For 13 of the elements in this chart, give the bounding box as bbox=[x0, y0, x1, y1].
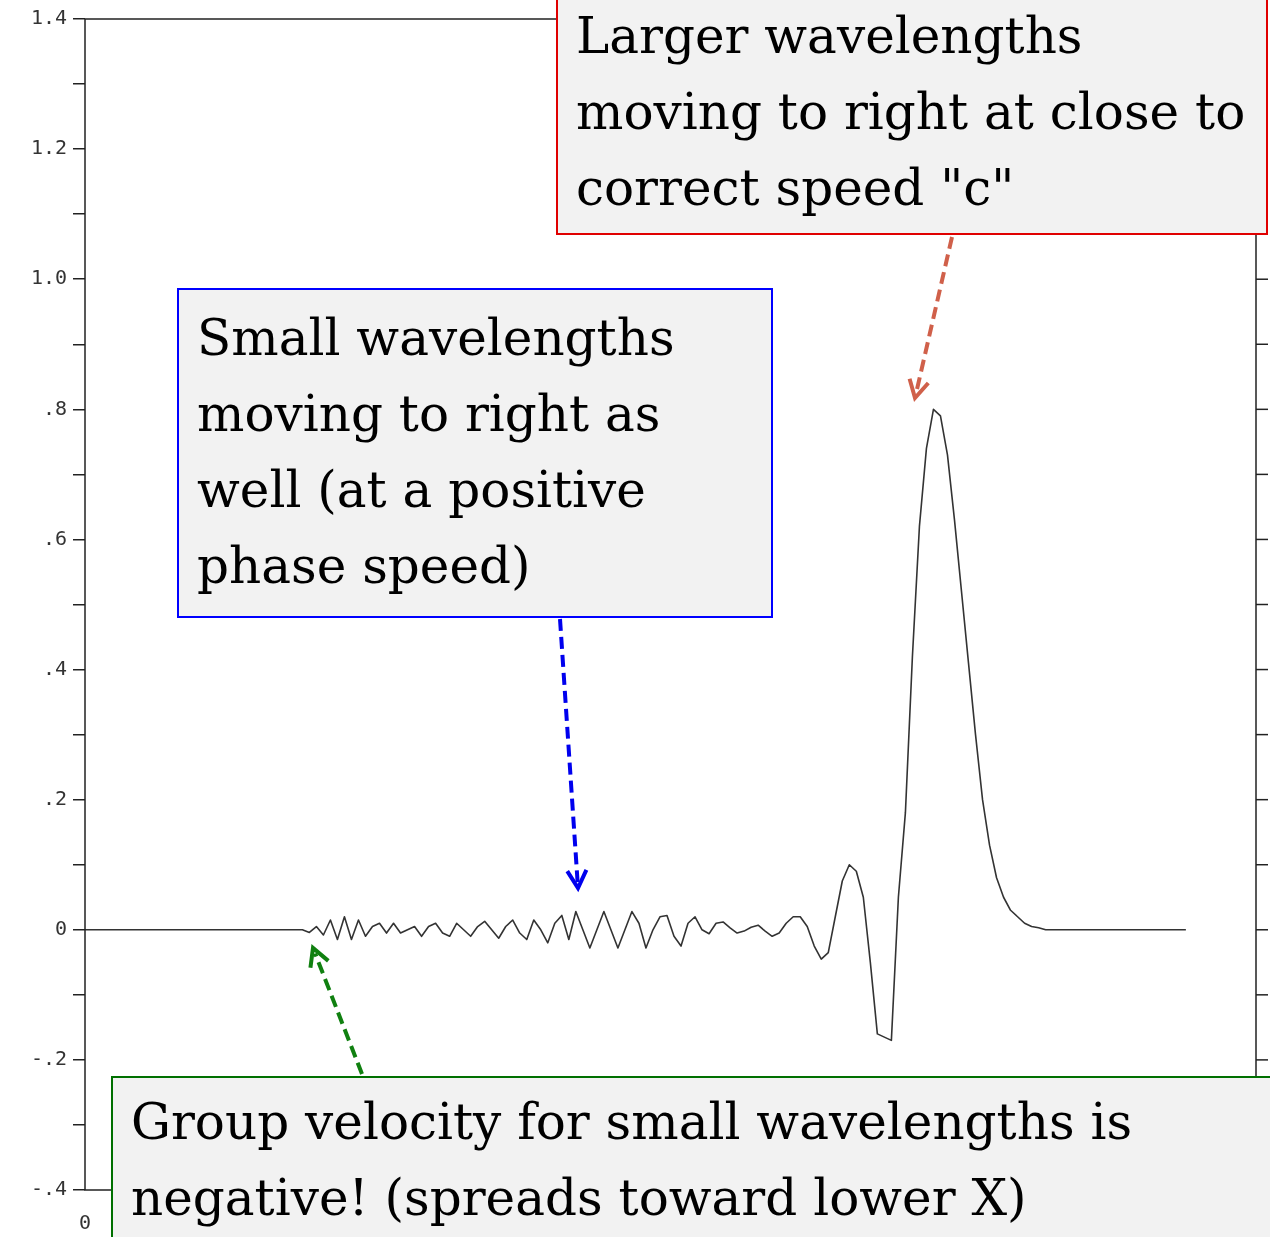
callout-box: Small wavelengths moving to right as well (at a positive phase speed) bbox=[177, 288, 773, 618]
y-tick-label: 1.4 bbox=[30, 5, 67, 30]
y-tick-label: .8 bbox=[42, 395, 67, 420]
callout-box: Larger wavelengths moving to right at close to correct speed "c" bbox=[556, 0, 1268, 235]
y-tick-label: -.2 bbox=[30, 1046, 67, 1071]
y-tick-label: .4 bbox=[42, 655, 67, 680]
y-tick-label: .6 bbox=[42, 525, 67, 550]
y-tick-label: .2 bbox=[42, 785, 67, 810]
y-tick-label: 0 bbox=[54, 915, 67, 940]
y-tick-label: 1.2 bbox=[30, 135, 67, 160]
y-tick-label: -.4 bbox=[30, 1176, 67, 1201]
callout-box: Group velocity for small wavelengths is negative! (spreads toward lower X) bbox=[111, 1076, 1270, 1237]
y-tick-label: 1.0 bbox=[30, 265, 67, 290]
